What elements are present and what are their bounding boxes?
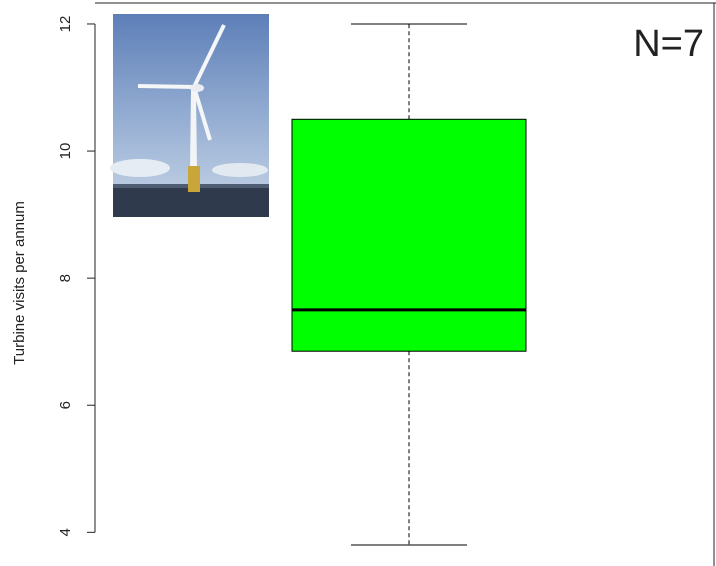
y-tick-label: 8 [57, 274, 74, 282]
box [291, 118, 527, 352]
y-tick-label: 4 [57, 528, 74, 536]
y-tick-label: 10 [57, 143, 74, 160]
turbine-photo [110, 14, 269, 217]
y-tick-label: 12 [57, 16, 74, 33]
annotation: N=7 [633, 23, 704, 65]
y-axis-label: Turbine visits per annum [11, 201, 28, 365]
y-tick-label: 6 [57, 401, 74, 409]
